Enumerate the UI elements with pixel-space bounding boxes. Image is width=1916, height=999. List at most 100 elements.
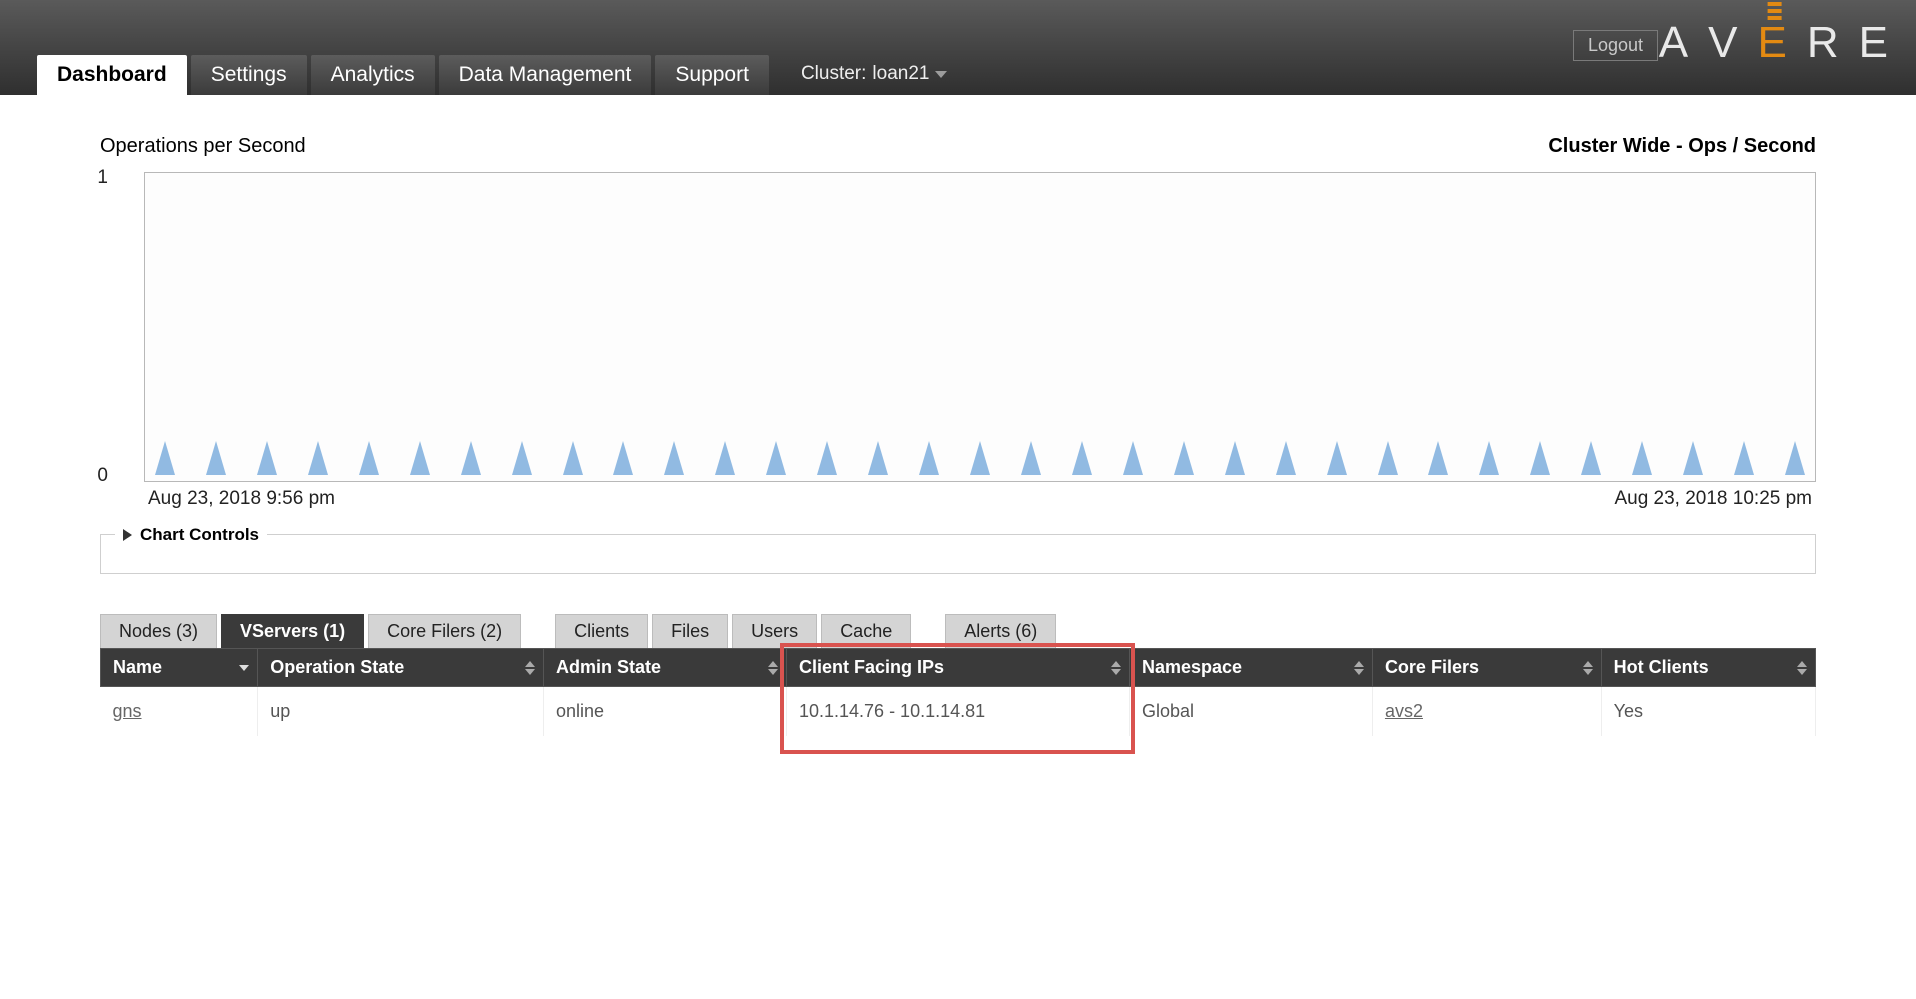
chart-spike: [1428, 441, 1448, 475]
cell-name-link[interactable]: gns: [113, 701, 142, 721]
subtab-vservers-1[interactable]: VServers (1): [221, 614, 364, 648]
brand-letter-v: V: [1708, 18, 1745, 68]
chart-controls-panel[interactable]: Chart Controls: [100, 534, 1816, 574]
cluster-label-text: Cluster:: [801, 63, 866, 85]
chart-spike: [155, 441, 175, 475]
chart-header: Operations per Second Cluster Wide - Ops…: [100, 135, 1816, 158]
chart-spike: [919, 441, 939, 475]
tab-dashboard[interactable]: Dashboard: [37, 55, 187, 95]
brand-letter-a: A: [1659, 18, 1696, 68]
chart-spike: [1072, 441, 1092, 475]
chevron-down-icon: [935, 71, 947, 78]
chart-spike: [461, 441, 481, 475]
column-header-namespace[interactable]: Namespace: [1129, 649, 1372, 687]
x-end-label: Aug 23, 2018 10:25 pm: [1614, 488, 1812, 510]
sort-icon: [1354, 661, 1364, 675]
chart-x-axis: Aug 23, 2018 9:56 pm Aug 23, 2018 10:25 …: [144, 488, 1816, 510]
chart-spike: [1327, 441, 1347, 475]
brand-letter-e: E: [1758, 18, 1795, 68]
cell-hot-clients: Yes: [1601, 687, 1815, 737]
collapsed-icon: [123, 529, 132, 541]
sort-icon: [1111, 661, 1121, 675]
table-row: gns uponline10.1.14.76 - 10.1.14.81Global…: [101, 687, 1816, 737]
brand-logo: A V E R E: [1659, 18, 1896, 68]
chart-spike: [1785, 441, 1805, 475]
cell-admin-state: online: [544, 687, 787, 737]
chart-spike: [766, 441, 786, 475]
chart-spike: [1581, 441, 1601, 475]
tab-support[interactable]: Support: [655, 55, 769, 95]
cell-client-facing-ips: 10.1.14.76 - 10.1.14.81: [786, 687, 1129, 737]
chart-spike: [1123, 441, 1143, 475]
cell-namespace: Global: [1129, 687, 1372, 737]
chart-controls-label: Chart Controls: [140, 525, 259, 545]
column-header-operation-state[interactable]: Operation State: [258, 649, 544, 687]
tab-data-management[interactable]: Data Management: [439, 55, 652, 95]
sort-icon: [1797, 661, 1807, 675]
sort-icon: [525, 661, 535, 675]
chart-spike: [1174, 441, 1194, 475]
cell-core-filers-link[interactable]: avs2: [1385, 701, 1423, 721]
chart-spike: [1683, 441, 1703, 475]
chart-spike: [563, 441, 583, 475]
chart-spike: [1225, 441, 1245, 475]
sort-icon: [768, 661, 778, 675]
cell-core-filers[interactable]: avs2: [1372, 687, 1601, 737]
chart-spike: [410, 441, 430, 475]
chart-spike: [206, 441, 226, 475]
tab-settings[interactable]: Settings: [191, 55, 307, 95]
subtab-core-filers-2[interactable]: Core Filers (2): [368, 614, 521, 648]
chart-spike: [613, 441, 633, 475]
y-tick-high: 1: [97, 167, 108, 189]
subtabs: Nodes (3)VServers (1)Core Filers (2) Clie…: [100, 614, 1816, 736]
chart-spike: [664, 441, 684, 475]
chart-spike: [868, 441, 888, 475]
chart-controls-legend[interactable]: Chart Controls: [115, 525, 267, 545]
subtab-clients[interactable]: Clients: [555, 614, 648, 648]
chart-spike: [1378, 441, 1398, 475]
column-header-core-filers[interactable]: Core Filers: [1372, 649, 1601, 687]
chart-spike: [715, 441, 735, 475]
brand-e-stripes-icon: [1768, 2, 1782, 20]
chart-spike: [970, 441, 990, 475]
sort-icon: [239, 665, 249, 671]
chart-title-left: Operations per Second: [100, 135, 306, 158]
main-tabs: DashboardSettingsAnalyticsData Managemen…: [37, 55, 947, 95]
chart-spike: [1632, 441, 1652, 475]
chart-spike: [1479, 441, 1499, 475]
column-header-client-facing-ips[interactable]: Client Facing IPs: [786, 649, 1129, 687]
cell-operation-state: up: [258, 687, 544, 737]
subtab-files[interactable]: Files: [652, 614, 728, 648]
vservers-table: NameOperation StateAdmin StateClient Fac…: [100, 648, 1816, 736]
cluster-name: loan21: [872, 63, 929, 85]
topbar: Logout A V E R E DashboardSettingsAnalyt…: [0, 0, 1916, 95]
chart-title-right: Cluster Wide - Ops / Second: [1548, 135, 1816, 158]
subtab-alerts-6[interactable]: Alerts (6): [945, 614, 1056, 648]
vservers-table-wrap: NameOperation StateAdmin StateClient Fac…: [100, 648, 1816, 736]
chart-spike: [512, 441, 532, 475]
chart-plot[interactable]: [144, 172, 1816, 482]
cell-name[interactable]: gns: [101, 687, 258, 737]
chart-spike: [308, 441, 328, 475]
content-area: Operations per Second Cluster Wide - Ops…: [0, 95, 1916, 776]
tab-analytics[interactable]: Analytics: [311, 55, 435, 95]
chart-spike: [1021, 441, 1041, 475]
sort-icon: [1583, 661, 1593, 675]
chart-spike: [817, 441, 837, 475]
subtab-nodes-3[interactable]: Nodes (3): [100, 614, 217, 648]
subtab-cache[interactable]: Cache: [821, 614, 911, 648]
cluster-selector[interactable]: Cluster: loan21: [801, 63, 948, 95]
column-header-hot-clients[interactable]: Hot Clients: [1601, 649, 1815, 687]
subtab-users[interactable]: Users: [732, 614, 817, 648]
logout-button[interactable]: Logout: [1573, 30, 1658, 61]
chart-spike: [1734, 441, 1754, 475]
column-header-name[interactable]: Name: [101, 649, 258, 687]
x-start-label: Aug 23, 2018 9:56 pm: [148, 488, 335, 510]
brand-letter-e2: E: [1859, 18, 1896, 68]
column-header-admin-state[interactable]: Admin State: [544, 649, 787, 687]
chart-spike: [1530, 441, 1550, 475]
chart-box: 1 0 Aug 23, 2018 9:56 pm Aug 23, 2018 10…: [144, 172, 1816, 510]
chart-spike: [1276, 441, 1296, 475]
chart-spike: [257, 441, 277, 475]
brand-letter-r: R: [1807, 18, 1847, 68]
